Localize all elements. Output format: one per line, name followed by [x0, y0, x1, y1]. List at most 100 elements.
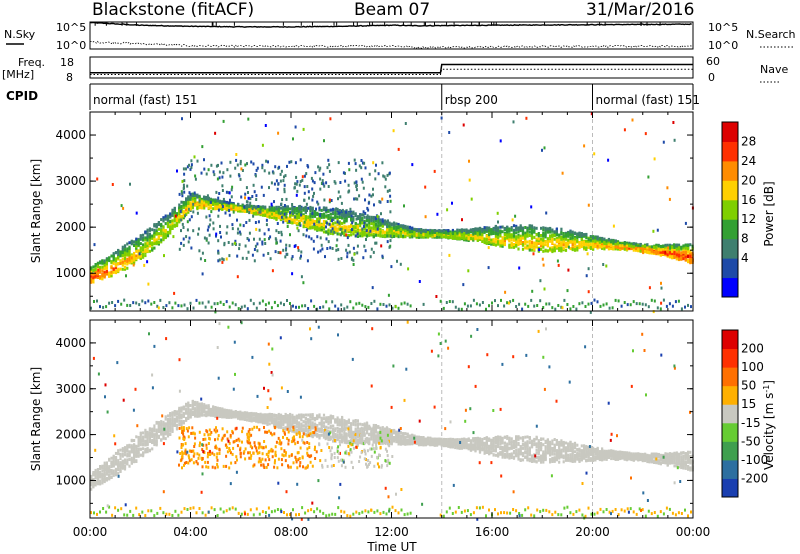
heatmap-cell: [546, 227, 549, 231]
heatmap-cell: [361, 216, 364, 220]
heatmap-cell: [594, 240, 597, 244]
heatmap-cell: [413, 234, 416, 238]
heatmap-cell: [530, 205, 533, 209]
heatmap-cell: [481, 233, 484, 237]
heatmap-cell: [262, 193, 265, 197]
heatmap-cell: [286, 205, 289, 209]
heatmap-cell: [488, 226, 491, 230]
heatmap-cell: [605, 264, 608, 268]
heatmap-cell: [580, 241, 583, 244]
heatmap-cell: [279, 301, 282, 305]
heatmap-cell: [517, 234, 520, 237]
heatmap-cell: [364, 249, 367, 253]
heatmap-cell: [157, 241, 160, 244]
heatmap-cell: [379, 221, 382, 225]
heatmap-cell: [347, 183, 350, 187]
heatmap-cell: [222, 303, 225, 306]
heatmap-cell: [295, 175, 298, 179]
heatmap-cell: [234, 208, 237, 212]
heatmap-cell: [182, 226, 185, 229]
heatmap-cell: [114, 269, 118, 273]
heatmap-cell: [153, 228, 156, 232]
heatmap-cell: [653, 157, 656, 161]
heatmap-cell: [266, 208, 269, 212]
heatmap-cell: [111, 183, 114, 186]
heatmap-cell: [563, 298, 566, 302]
heatmap-cell: [573, 240, 577, 244]
heatmap-cell: [325, 206, 328, 210]
heatmap-cell: [173, 213, 176, 217]
heatmap-cell: [687, 303, 689, 307]
heatmap-cell: [408, 234, 411, 238]
heatmap-cell: [361, 227, 364, 231]
heatmap-cell: [318, 224, 321, 228]
heatmap-cell: [160, 233, 163, 237]
heatmap-cell: [623, 128, 626, 132]
heatmap-cell: [283, 187, 286, 191]
heatmap-cell: [291, 255, 294, 259]
heatmap-cell: [526, 228, 529, 232]
heatmap-cell: [553, 237, 556, 241]
heatmap-cell: [197, 227, 200, 231]
heatmap-cell: [224, 211, 227, 215]
heatmap-cell: [244, 163, 247, 167]
heatmap-cell: [157, 221, 160, 224]
heatmap-cell: [293, 244, 296, 248]
heatmap-cell: [311, 209, 314, 213]
heatmap-cell: [293, 208, 296, 212]
heatmap-cell: [356, 227, 359, 231]
heatmap-cell: [261, 163, 264, 167]
heatmap-cell: [408, 225, 411, 229]
heatmap-cell: [596, 235, 599, 239]
heatmap-cell: [108, 477, 111, 481]
heatmap-cell: [286, 164, 288, 168]
heatmap-cell: [478, 303, 481, 307]
heatmap-cell: [650, 298, 653, 302]
heatmap-cell: [189, 201, 192, 205]
heatmap-cell: [463, 302, 466, 306]
heatmap-cell: [356, 232, 359, 236]
heatmap-cell: [236, 231, 239, 235]
heatmap-cell: [132, 263, 135, 267]
heatmap-cell: [598, 238, 601, 242]
heatmap-cell: [279, 213, 283, 217]
heatmap-cell: [229, 174, 232, 178]
heatmap-cell: [335, 248, 338, 252]
heatmap-cell: [517, 230, 520, 234]
heatmap-cell: [304, 217, 307, 221]
heatmap-cell: [662, 252, 665, 256]
heatmap-cell: [110, 469, 113, 472]
heatmap-cell: [203, 195, 206, 199]
heatmap-cell: [386, 228, 389, 232]
heatmap-cell: [689, 249, 692, 253]
heatmap-cell: [518, 302, 521, 306]
heatmap-cell: [213, 302, 216, 306]
heatmap-cell: [399, 224, 402, 228]
heatmap-cell: [162, 232, 165, 236]
heatmap-cell: [258, 301, 261, 305]
heatmap-cell: [411, 163, 414, 167]
heatmap-cell: [360, 177, 363, 181]
heatmap-cell: [205, 197, 208, 201]
heatmap-cell: [181, 191, 184, 195]
heatmap-cell: [370, 302, 373, 305]
heatmap-cell: [569, 230, 572, 234]
heatmap-cell: [244, 244, 247, 248]
heatmap-cell: [467, 269, 470, 273]
heatmap-cell: [110, 270, 113, 274]
heatmap-cell: [119, 453, 122, 457]
heatmap-cell: [187, 240, 190, 244]
heatmap-cell: [541, 148, 543, 152]
heatmap-cell: [367, 305, 370, 309]
heatmap-cell: [171, 224, 174, 228]
heatmap-cell: [528, 224, 531, 228]
heatmap-cell: [373, 203, 375, 207]
heatmap-cell: [542, 243, 545, 247]
heatmap-cell: [413, 227, 416, 231]
heatmap-cell: [103, 266, 106, 270]
heatmap-cell: [316, 217, 319, 221]
heatmap-cell: [506, 233, 509, 237]
heatmap-cell: [535, 242, 538, 246]
heatmap-cell: [653, 250, 656, 254]
heatmap-cell: [468, 159, 470, 163]
